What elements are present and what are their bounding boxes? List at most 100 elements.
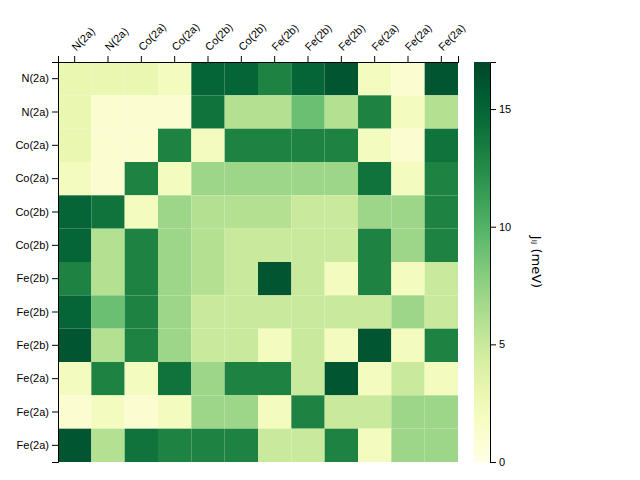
cell [358, 195, 391, 228]
tick-mark [374, 56, 375, 62]
tick-label: Fe(2a) [436, 21, 467, 52]
tick-mark [52, 145, 58, 146]
chart: N(2a)N(2a)Co(2a)Co(2a)Co(2b)Co(2b)Fe(2b)… [0, 0, 640, 480]
cell [225, 95, 258, 128]
cell [358, 329, 391, 362]
cell [258, 62, 291, 95]
tick: Co(2b) [236, 21, 268, 62]
cell [325, 229, 358, 262]
cell [425, 229, 458, 262]
tick: Fe(2b) [336, 21, 367, 62]
cell [158, 129, 191, 162]
cell [358, 95, 391, 128]
cell [125, 262, 158, 295]
tick-label: 0 [499, 456, 505, 468]
cell [158, 329, 191, 362]
tick-label: Fe(2b) [269, 21, 300, 52]
cell [191, 162, 224, 195]
cell [158, 362, 191, 395]
tick-label: N(2a) [102, 25, 130, 53]
x-axis: N(2a)N(2a)Co(2a)Co(2a)Co(2b)Co(2b)Fe(2b)… [59, 21, 468, 63]
tick-mark [241, 56, 242, 62]
cell [291, 129, 324, 162]
tick-mark [74, 56, 75, 62]
cell [158, 395, 191, 428]
cell [91, 129, 124, 162]
cell [258, 229, 291, 262]
tick: Fe(2a) [402, 21, 433, 62]
cell [125, 162, 158, 195]
cell [258, 395, 291, 428]
cell [325, 429, 358, 462]
tick-label: N(2a) [69, 25, 97, 53]
tick-mark [441, 56, 442, 62]
cell [158, 62, 191, 95]
cell [225, 329, 258, 362]
cell [158, 95, 191, 128]
tick: Fe(2b) [17, 306, 58, 318]
cell [58, 162, 91, 195]
cell [58, 95, 91, 128]
cell [325, 129, 358, 162]
cell [225, 262, 258, 295]
cell [191, 395, 224, 428]
tick-mark [52, 378, 58, 379]
axis-line [491, 63, 497, 463]
cell [91, 395, 124, 428]
cell [391, 429, 424, 462]
cell [158, 195, 191, 228]
tick: Co(2a) [169, 21, 201, 62]
cell [358, 395, 391, 428]
tick: N(2a) [69, 25, 97, 62]
cell [191, 295, 224, 328]
tick: Fe(2b) [17, 272, 58, 284]
cell [91, 329, 124, 362]
cell [391, 129, 424, 162]
cell [325, 395, 358, 428]
tick-label: 10 [499, 221, 511, 233]
tick: Fe(2a) [369, 21, 400, 62]
tick-label: Co(2a) [169, 21, 201, 53]
tick-label: Co(2b) [202, 21, 234, 53]
cells [58, 62, 458, 462]
cell [225, 295, 258, 328]
tick-label: N(2a) [21, 72, 49, 84]
tick-mark [141, 56, 142, 62]
cell [225, 129, 258, 162]
cell [425, 195, 458, 228]
tick-mark [274, 56, 275, 62]
cell [258, 329, 291, 362]
cell [291, 195, 324, 228]
cell [291, 429, 324, 462]
tick-mark [208, 56, 209, 62]
tick-label: Co(2a) [15, 172, 49, 184]
cell [91, 95, 124, 128]
cell [291, 62, 324, 95]
cell [125, 129, 158, 162]
cell [58, 429, 91, 462]
cell [58, 362, 91, 395]
colorbar-axis: 051015 [490, 63, 511, 469]
cell [291, 395, 324, 428]
tick: 10 [490, 221, 511, 233]
cell [391, 162, 424, 195]
axis-line [52, 63, 59, 463]
cell [91, 229, 124, 262]
cell [325, 295, 358, 328]
tick: Fe(2a) [17, 406, 58, 418]
cell [325, 162, 358, 195]
cell [125, 395, 158, 428]
tick-mark [52, 245, 58, 246]
cell [91, 262, 124, 295]
cell [291, 295, 324, 328]
cell [391, 95, 424, 128]
cell [58, 295, 91, 328]
cell [58, 395, 91, 428]
cell [391, 262, 424, 295]
cell [191, 129, 224, 162]
cell [358, 362, 391, 395]
cell [58, 195, 91, 228]
cell [258, 95, 291, 128]
cell [225, 395, 258, 428]
cell [291, 262, 324, 295]
